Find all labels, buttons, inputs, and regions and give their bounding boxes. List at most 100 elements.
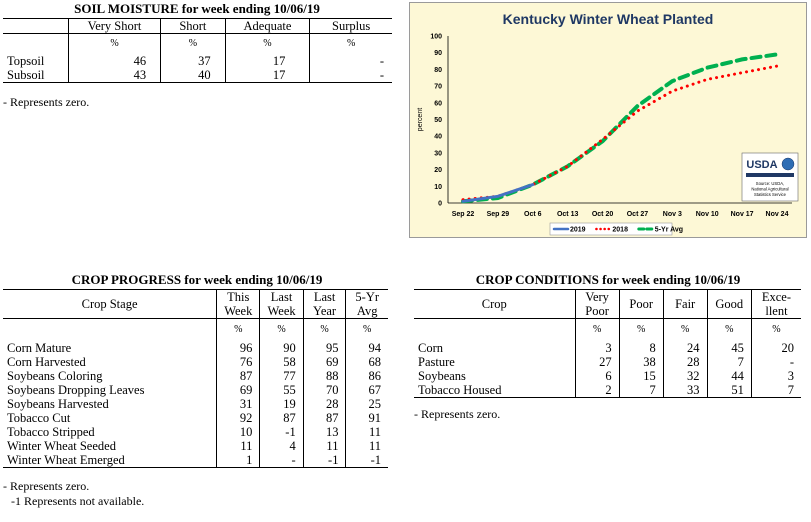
table-cell: 8	[618, 341, 664, 355]
crop-progress-title: CROP PROGRESS for week ending 10/06/19	[71, 272, 323, 287]
table-cell: 87	[302, 411, 346, 425]
usda-logo: USDA	[746, 159, 777, 171]
soil-header: Surplus	[309, 18, 392, 34]
table-cell: 90	[259, 341, 304, 355]
condition-header: Poor	[618, 289, 664, 319]
table-cell: 44	[706, 369, 752, 383]
soil-corner-cell	[3, 19, 68, 34]
percent-unit: %	[216, 318, 260, 341]
table-cell: 76	[216, 355, 260, 369]
table-cell: 37	[160, 54, 226, 68]
progress-header: This Week	[216, 289, 260, 319]
table-cell: -	[259, 453, 304, 468]
percent-unit: %	[345, 318, 388, 341]
table-row: Winter Wheat Seeded 11 4 11 11	[3, 439, 388, 453]
table-cell: 87	[259, 411, 304, 425]
soil-header: Adequate	[224, 18, 310, 34]
table-row: Corn 3 8 24 45 20	[414, 341, 801, 355]
percent-unit: %	[224, 33, 310, 54]
table-cell: 6	[574, 369, 620, 383]
table-cell: 28	[662, 355, 708, 369]
percent-unit: %	[662, 318, 708, 341]
percent-unit: %	[309, 33, 392, 54]
row-label: Pasture	[418, 355, 455, 369]
table-cell: 17	[224, 68, 310, 83]
table-cell: -1	[259, 425, 304, 439]
table-cell: 33	[662, 383, 708, 398]
soil-header: Very Short	[67, 18, 161, 34]
percent-unit: %	[259, 318, 304, 341]
table-row: Subsoil 43 40 17 -	[3, 68, 392, 83]
table-cell: -	[309, 54, 392, 68]
table-cell: 40	[160, 68, 226, 83]
crop-progress-table: Crop Stage This Week Last Week Last Year 5-…	[3, 289, 388, 468]
logo-caption: National Agricultural	[751, 187, 788, 192]
row-label: Winter Wheat Emerged	[7, 453, 125, 467]
table-cell: 25	[345, 397, 388, 411]
table-row: Corn Harvested 76 58 69 68	[3, 355, 388, 369]
row-label: Soybeans Dropping Leaves	[7, 383, 145, 397]
table-cell: 20	[750, 341, 801, 355]
progress-header: 5-Yr Avg	[345, 289, 388, 319]
table-cell: 91	[345, 411, 388, 425]
percent-unit: %	[706, 318, 752, 341]
row-label: Soybeans Harvested	[7, 397, 109, 411]
table-cell: 58	[259, 355, 304, 369]
soil-moisture-title: SOIL MOISTURE for week ending 10/06/19	[74, 1, 320, 16]
crop-conditions-table: Crop Very Poor Poor Fair Good Exce-llent …	[414, 289, 801, 398]
x-tick-label: Oct 6	[524, 211, 542, 218]
x-tick-label: Oct 27	[627, 211, 649, 218]
table-cell: -	[750, 355, 801, 369]
y-tick-label: 90	[434, 50, 442, 57]
table-cell: 68	[345, 355, 388, 369]
row-label: Corn Harvested	[7, 355, 86, 369]
table-cell: 46	[67, 54, 161, 68]
x-tick-label: Nov 10	[696, 211, 719, 218]
table-cell: 11	[345, 425, 388, 439]
table-cell: 51	[706, 383, 752, 398]
table-row: Corn Mature 96 90 95 94	[3, 341, 388, 355]
y-tick-label: 30	[434, 150, 442, 157]
row-label: Tobacco Cut	[7, 411, 71, 425]
condition-header: Very Poor	[574, 289, 620, 319]
table-cell: 43	[67, 68, 161, 83]
table-row: Soybeans 6 15 32 44 3	[414, 369, 801, 383]
table-cell: 3	[750, 369, 801, 383]
y-tick-label: 50	[434, 117, 442, 124]
table-cell: 95	[302, 341, 346, 355]
row-label: Soybeans	[418, 369, 466, 383]
table-row: Soybeans Coloring 87 77 88 86	[3, 369, 388, 383]
table-row: Tobacco Housed 2 7 33 51 7	[414, 383, 801, 398]
row-label: Corn	[418, 341, 443, 355]
crop-stage-header: Crop Stage	[81, 297, 138, 311]
row-label: Soybeans Coloring	[7, 369, 103, 383]
row-label: Topsoil	[7, 54, 45, 68]
table-cell: 2	[574, 383, 620, 398]
table-cell: 4	[259, 439, 304, 453]
crop-header: Crop	[481, 297, 507, 311]
chart-title: Kentucky Winter Wheat Planted	[503, 11, 714, 27]
table-cell: -	[309, 68, 392, 83]
series-line-2018	[461, 64, 779, 202]
y-tick-label: 0	[438, 201, 442, 208]
soil-header: Short	[160, 18, 226, 34]
table-row: Tobacco Stripped 10 -1 13 11	[3, 425, 388, 439]
progress-note-na: -1 Represents not available.	[11, 494, 145, 508]
crop-conditions-title: CROP CONDITIONS for week ending 10/06/19	[475, 272, 741, 287]
table-row: Tobacco Cut 92 87 87 91	[3, 411, 388, 425]
percent-unit: %	[618, 318, 664, 341]
table-row: Soybeans Dropping Leaves 69 55 70 67	[3, 383, 388, 397]
row-label: Subsoil	[7, 68, 45, 82]
legend-label: 2019	[570, 227, 586, 234]
conditions-note: - Represents zero.	[414, 407, 501, 421]
x-tick-label: Nov 17	[731, 211, 754, 218]
legend-label: 2018	[612, 227, 628, 234]
table-cell: 7	[618, 383, 664, 398]
logo-caption: Source: USDA,	[756, 181, 784, 186]
x-tick-label: Oct 20	[592, 211, 614, 218]
table-cell: 45	[706, 341, 752, 355]
table-cell: 15	[618, 369, 664, 383]
row-label: Corn Mature	[7, 341, 72, 355]
table-cell: 27	[574, 355, 620, 369]
logo-caption: Statistics Service	[754, 192, 787, 197]
